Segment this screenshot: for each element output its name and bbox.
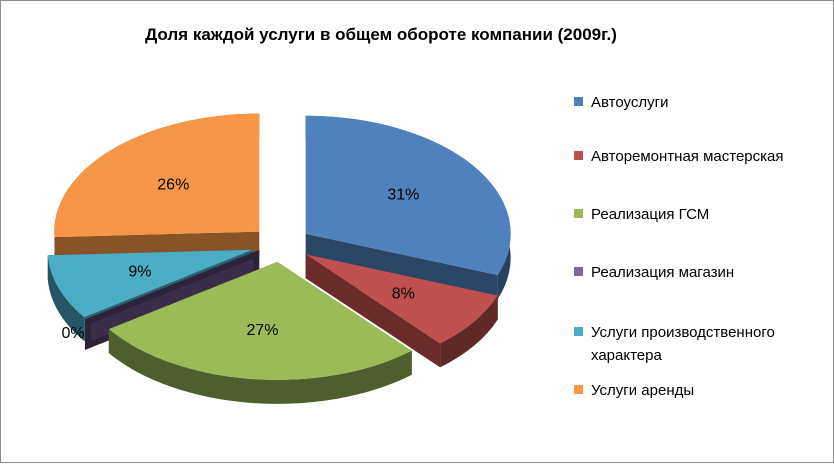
pie-data-labels: 31% 8% 27% 0% 9% 26% [61, 176, 419, 342]
pie-slice [108, 261, 412, 380]
legend-label: Автоуслуги [591, 94, 669, 111]
legend-swatch [574, 151, 583, 160]
legend-swatch [574, 209, 583, 218]
pie-slice [47, 249, 253, 318]
legend-swatch [574, 327, 583, 336]
legend-label: Реализация ГСМ [591, 206, 710, 223]
legend-item: Автоуслуги [574, 91, 829, 114]
pie-data-label: 27% [247, 322, 279, 339]
pie-slice-side [305, 254, 441, 368]
pie-data-label: 26% [157, 176, 189, 193]
pie-tops [47, 113, 511, 380]
legend-swatch [574, 385, 583, 394]
pie-slice-wall [47, 255, 85, 342]
pie-slice-wall [108, 329, 412, 404]
legend-item: Авторемонтная мастерская [574, 145, 829, 168]
legend-item: Услуги аренды [574, 379, 829, 402]
pie-data-label: 8% [392, 285, 415, 302]
pie-slice [305, 115, 511, 276]
pie-slice-side [305, 233, 498, 300]
legend-label: Авторемонтная мастерская [591, 148, 784, 165]
legend-item: Реализация магазин [574, 261, 829, 284]
pie-slice [54, 113, 260, 238]
pie-data-label: 31% [387, 187, 419, 204]
pie-data-label: 0% [61, 325, 84, 342]
legend-swatch [574, 97, 583, 106]
pie-slice-wall [440, 295, 498, 368]
legend-item: Реализация ГСМ [574, 203, 829, 226]
legend-label: Услуги аренды [591, 382, 695, 399]
legend-swatch [574, 267, 583, 276]
pie-data-label: 9% [128, 264, 151, 281]
pie-slice [305, 254, 498, 344]
chart-title: Доля каждой услуги в общем обороте компа… [145, 25, 617, 44]
legend-label: Реализация магазин [591, 264, 735, 281]
legend-label: Услуги производственного характера [591, 324, 775, 364]
legend-item: Услуги производственного характера [574, 321, 829, 367]
